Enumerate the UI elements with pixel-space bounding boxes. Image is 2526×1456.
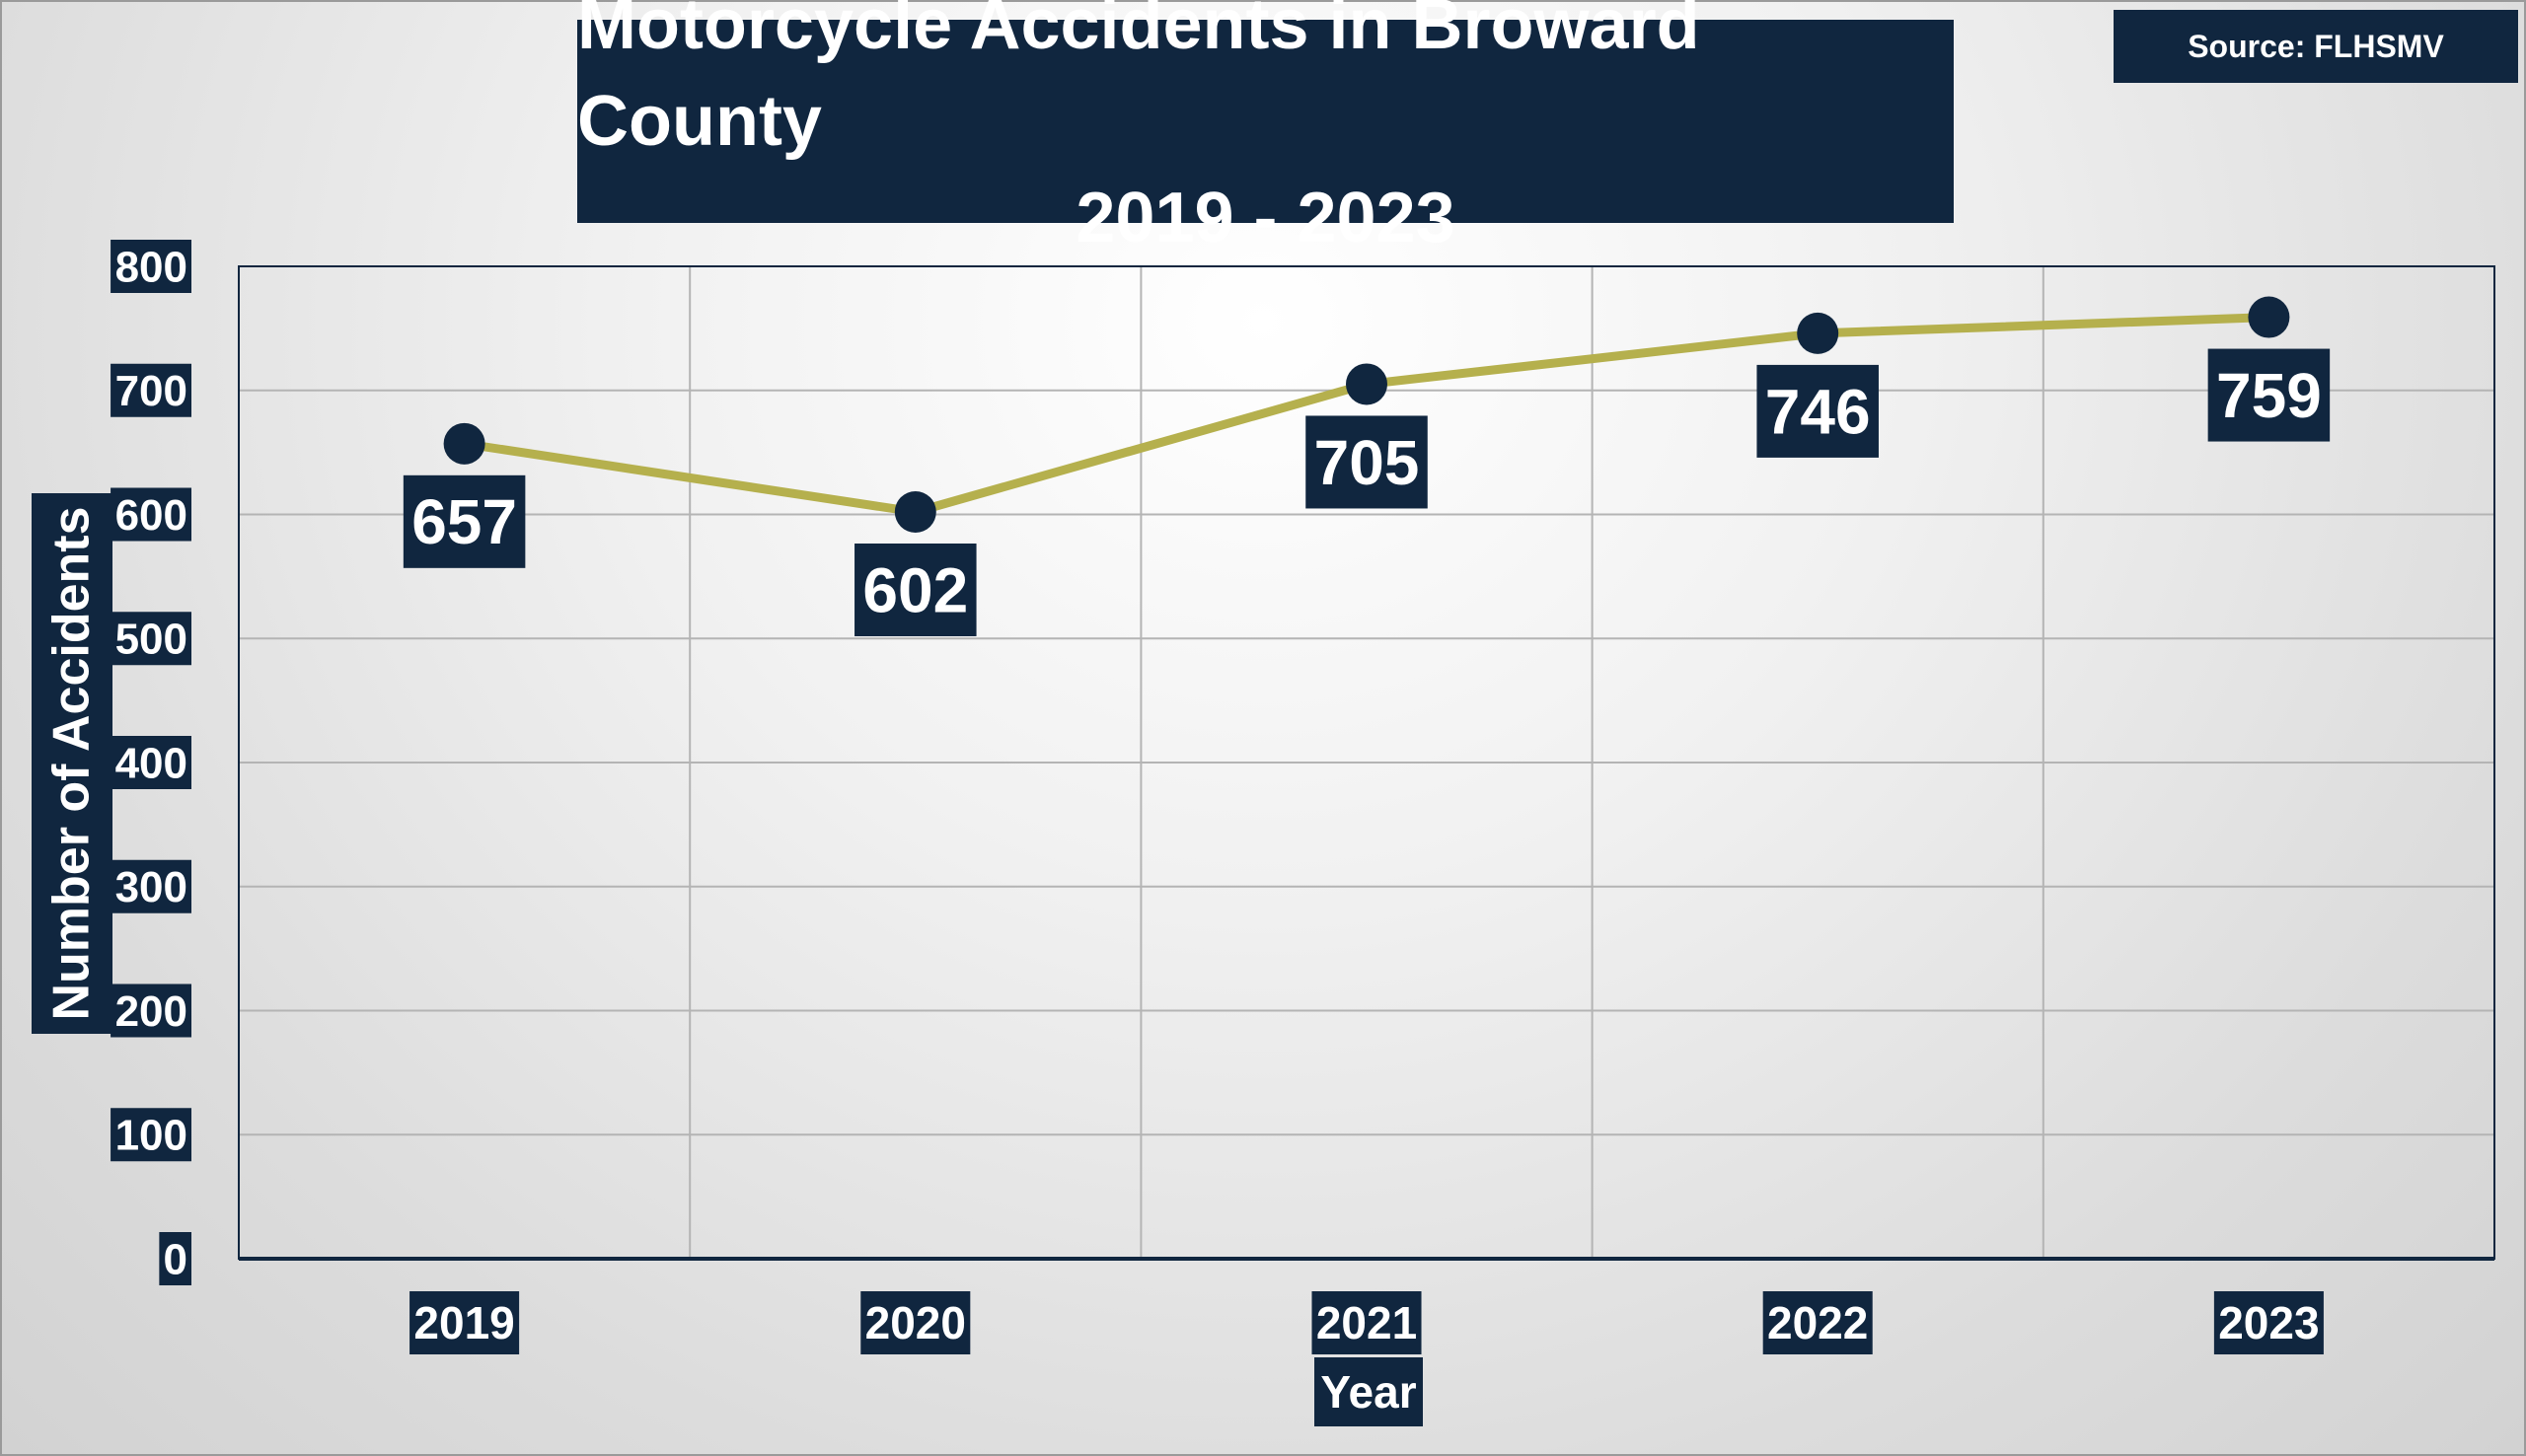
chart-title-line2: 2019 - 2023 <box>1076 179 1455 257</box>
y-tick-label: 700 <box>115 367 187 415</box>
data-label: 746 <box>1765 376 1871 447</box>
x-tick-label: 2023 <box>2218 1297 2319 1348</box>
data-label: 759 <box>2216 360 2322 431</box>
data-point <box>1797 312 1839 354</box>
y-tick-label: 100 <box>115 1112 187 1160</box>
x-tick-label-bg <box>1762 1291 1873 1354</box>
y-tick-label-bg <box>111 859 191 913</box>
y-tick-label: 800 <box>115 243 187 291</box>
y-tick-label-bg <box>111 1108 191 1162</box>
y-axis-title: Number of Accidents <box>32 493 112 1034</box>
y-tick-label-bg <box>111 240 191 293</box>
chart-title: Motorcycle Accidents in Broward County 2… <box>577 0 1954 257</box>
x-tick-label: 2020 <box>865 1297 966 1348</box>
data-label-bg <box>403 474 526 568</box>
source-text: Source: FLHSMV <box>2188 28 2444 64</box>
y-tick-label: 0 <box>164 1235 187 1283</box>
y-tick-label: 400 <box>115 739 187 787</box>
x-tick-label: 2019 <box>413 1297 514 1348</box>
y-tick-label-bg <box>111 736 191 789</box>
x-tick-label-bg <box>860 1291 971 1354</box>
y-tick-label-bg <box>111 487 191 542</box>
chart-title-line1: Motorcycle Accidents in Broward County <box>577 0 1700 161</box>
data-label-bg <box>854 543 977 636</box>
x-tick-label: 2021 <box>1316 1297 1417 1348</box>
data-point <box>1346 363 1387 405</box>
x-tick-label-bg <box>1311 1291 1422 1354</box>
y-tick-label: 200 <box>115 987 187 1036</box>
x-tick-label-bg <box>409 1291 520 1354</box>
data-point <box>443 422 485 465</box>
x-axis-title: Year <box>1314 1357 1423 1426</box>
y-tick-label: 300 <box>115 863 187 911</box>
data-label: 602 <box>862 554 968 625</box>
data-label: 657 <box>411 486 517 557</box>
data-label-bg <box>2207 348 2331 442</box>
x-tick-label-bg <box>2213 1291 2324 1354</box>
y-tick-label: 600 <box>115 491 187 540</box>
data-label-bg <box>1756 364 1879 458</box>
data-point <box>2248 296 2290 338</box>
y-tick-label: 500 <box>115 616 187 664</box>
y-tick-label-bg <box>111 983 191 1038</box>
x-tick-label: 2022 <box>1767 1297 1868 1348</box>
source-badge: Source: FLHSMV <box>2114 10 2518 83</box>
data-point <box>894 490 936 533</box>
data-label-bg <box>1305 415 1428 509</box>
x-axis-title-text: Year <box>1320 1366 1417 1418</box>
data-label: 705 <box>1314 427 1420 498</box>
y-tick-label-bg <box>111 363 191 417</box>
y-tick-label-bg <box>159 1232 191 1285</box>
y-tick-label-bg <box>111 612 191 666</box>
